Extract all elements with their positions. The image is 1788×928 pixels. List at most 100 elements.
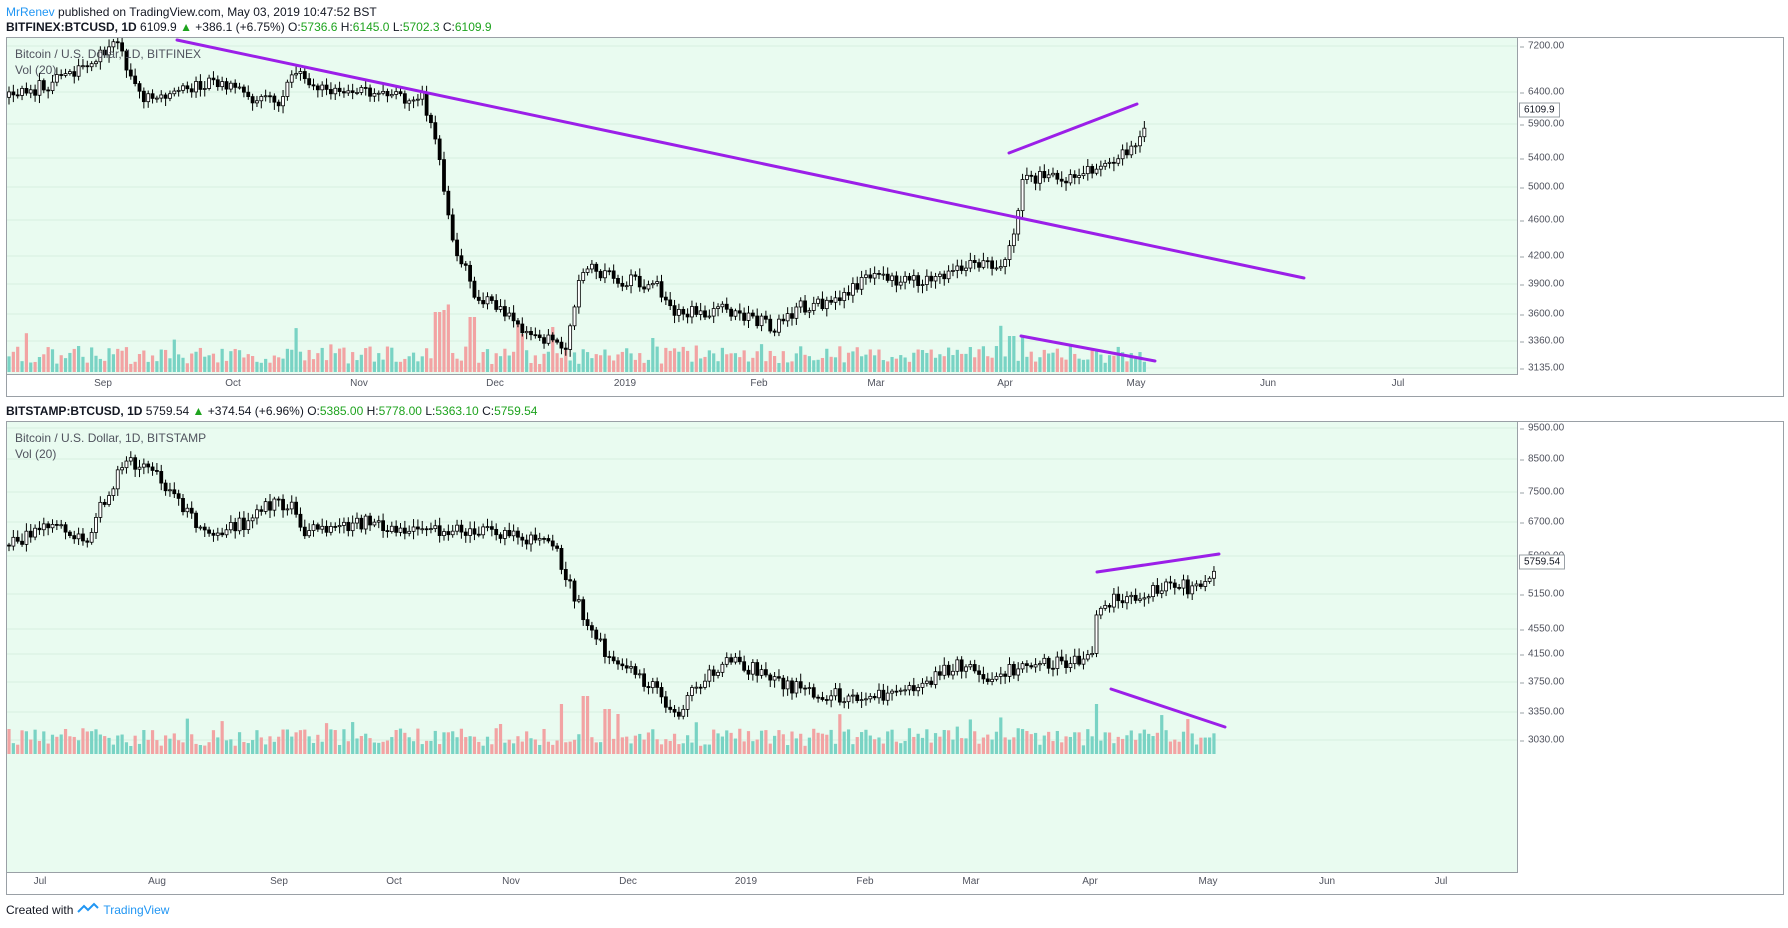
volume-bar [916,733,920,754]
volume-bar [1116,346,1120,372]
candle-body [1107,161,1112,164]
time-tick-label: May [1126,378,1146,389]
candle-body [798,681,803,689]
volume-bar [42,731,46,754]
chart2-vol-label[interactable]: Vol (20) [15,447,57,461]
candle-body [1011,664,1016,676]
candle-body [1059,656,1064,662]
candle-body [398,527,403,533]
volume-bar [525,350,529,372]
chart2-title[interactable]: Bitcoin / U.S. Dollar, 1D, BITSTAMP [15,431,207,445]
volume-bar [1068,736,1072,754]
candle-body [694,686,699,689]
tradingview-brand-link[interactable]: TradingView [103,902,170,917]
volume-bar [1029,734,1033,754]
candle-body [1116,158,1121,164]
volume-bar [24,731,28,754]
chart2-panel[interactable]: Bitcoin / U.S. Dollar, 1D, BITSTAMP Vol … [6,421,1784,895]
chart2-plot-area[interactable]: Bitcoin / U.S. Dollar, 1D, BITSTAMP Vol … [7,422,1518,873]
candle-body [694,306,699,315]
candle-body [885,273,890,281]
volume-bar [820,357,825,372]
candle-body [755,662,760,676]
candle-body [816,696,820,699]
volume-bar [1134,358,1138,372]
candle-body [681,708,686,717]
volume-bar [1055,730,1059,754]
candle-body [1203,581,1208,587]
volume-bar [803,745,807,754]
volume-bar [137,743,142,754]
chart1-plot-area[interactable]: Bitcoin / U.S. Dollar, 1D, BITFINEX Vol … [7,38,1518,375]
chart2-time-axis[interactable]: Jul Aug Sep Oct Nov Dec 2019 Feb Mar Apr May Jun Jul [7,873,1517,893]
chart1-price-axis[interactable]: 7200.00 6400.00 5900.00 5400.00 5000.00 4600.… [1518,38,1782,374]
volume-bar [129,363,133,372]
candle-body [1003,673,1008,677]
volume-bar [329,344,333,372]
candle-body [977,670,981,675]
candle-body [872,695,877,699]
candle-body [620,282,625,287]
candle-body [437,525,442,536]
candle-body [1138,598,1142,601]
candle-body [907,275,912,281]
volume-bar [755,351,759,372]
chart1-panel[interactable]: Bitcoin / U.S. Dollar, 1D, BITFINEX Vol … [6,37,1784,397]
volume-bar [98,734,102,754]
candle-body [1085,166,1090,175]
volume-bar [659,363,664,372]
chart2-price-axis[interactable]: 9500.008500.007500.006700.005900.005150.… [1518,422,1782,872]
volume-bar [216,362,220,372]
candle-body [959,659,964,672]
volume-bar [211,353,216,372]
volume-bar [677,744,681,754]
candle-body [463,263,468,266]
candle-body [1068,663,1073,668]
candle-body [328,526,333,533]
candle-body [424,528,429,531]
candle-body [194,81,198,93]
candle-body [777,676,781,679]
candle-body [1172,582,1177,588]
candle-body [959,265,964,271]
chart1-vol-label[interactable]: Vol (20) [15,63,57,77]
volume-bar [194,743,198,754]
candle-body [72,71,77,77]
chart2-symbol[interactable]: BITSTAMP:BTCUSD, 1D [6,404,143,418]
volume-bar [642,362,646,372]
candle-body [98,501,103,518]
volume-bar [303,360,307,372]
chart1-title[interactable]: Bitcoin / U.S. Dollar, 1D, BITFINEX [15,47,202,61]
volume-bar [894,741,898,754]
volume-bar [107,348,111,372]
candle-body [198,526,203,529]
candle-body [764,315,768,320]
volume-bar [194,351,198,372]
candle-body [637,673,642,676]
time-tick-label: Aug [148,876,166,887]
author-link[interactable]: MrRenev [6,5,55,19]
volume-bar [129,745,133,754]
candle-body [872,273,877,279]
volume-bar [1077,358,1081,372]
candle-body [359,87,364,93]
volume-bar [712,729,716,754]
candle-body [46,89,51,92]
volume-bar [1112,743,1116,754]
volume-bar [616,354,620,372]
candle-body [742,312,747,321]
time-tick-label: Oct [386,876,402,887]
chart1-time-axis[interactable]: Sep Oct Nov Dec 2019 Feb Mar Apr May Jun Jul [7,375,1517,395]
chart1-symbol[interactable]: BITFINEX:BTCUSD, 1D [6,20,137,34]
candle-body [150,93,155,99]
candle-body [241,517,246,531]
time-tick-label: Sep [270,876,288,887]
tradingview-logo-icon[interactable] [77,902,100,917]
volume-bar [142,350,146,372]
volume-bar [403,358,407,372]
volume-bar [1186,719,1190,754]
candle-body [20,88,24,96]
volume-bar [977,743,981,754]
volume-bar [751,741,755,754]
candle-body [455,524,459,532]
